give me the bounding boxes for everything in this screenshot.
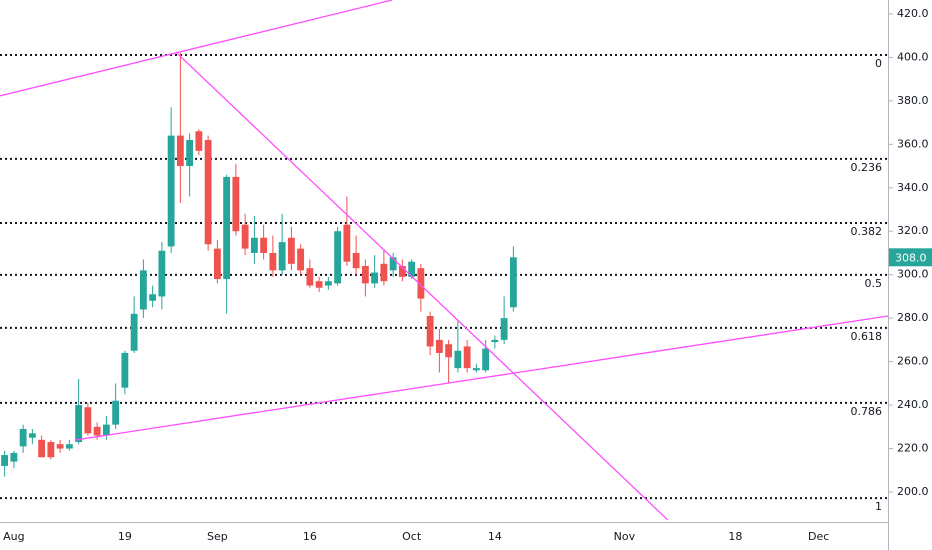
candle-body (371, 272, 379, 284)
y-tick-label: 260.0 (897, 355, 929, 368)
candle-body (84, 407, 92, 434)
y-tick-label: 340.0 (897, 181, 929, 194)
y-tick-label: 400.0 (897, 50, 929, 63)
candle-body (102, 424, 110, 436)
candle-body (463, 346, 471, 369)
y-tick-label: 360.0 (897, 137, 929, 150)
y-tick-label: 240.0 (897, 398, 929, 411)
candle-body (167, 135, 175, 247)
candle-body (121, 352, 129, 388)
candle-body (260, 237, 268, 253)
candle-body (306, 268, 314, 286)
candle-body (509, 257, 517, 308)
candle-body (112, 400, 120, 425)
candle-body (426, 315, 434, 347)
x-tick-label: Oct (402, 530, 422, 543)
candle-body (75, 405, 83, 443)
fib-label: 1 (875, 500, 882, 513)
candle-body (500, 318, 508, 340)
candle-body (361, 265, 369, 284)
candle-body (149, 294, 157, 301)
x-tick-label: 18 (728, 530, 742, 543)
candle-body (186, 139, 194, 167)
fib-label: 0.5 (865, 277, 883, 290)
candle-body (297, 248, 305, 271)
candle-body (417, 268, 425, 299)
candle-body (56, 444, 64, 449)
candle-body (139, 270, 147, 310)
x-tick-label: 19 (118, 530, 132, 543)
candle-body (287, 237, 295, 264)
trendline (74, 315, 888, 441)
fib-label: 0 (875, 57, 882, 70)
last-price-box (889, 248, 932, 267)
candle-body (213, 248, 221, 280)
candle-body (398, 265, 406, 277)
candle-body (491, 339, 499, 343)
candle-body (38, 439, 46, 458)
candle-body (47, 442, 55, 458)
candle-body (195, 131, 203, 151)
candle-body (19, 428, 27, 447)
candle-body (176, 135, 184, 167)
x-tick-label: Dec (808, 530, 829, 543)
trendline (175, 51, 669, 521)
y-tick-label: 280.0 (897, 311, 929, 324)
candle-body (352, 252, 360, 269)
y-tick-label: 200.0 (897, 485, 929, 498)
candle-body (93, 426, 101, 436)
y-tick-label: 380.0 (897, 94, 929, 107)
x-tick-label: Aug (3, 530, 24, 543)
y-tick-label: 320.0 (897, 224, 929, 237)
x-tick-label: Nov (614, 530, 636, 543)
candle-body (343, 224, 351, 262)
candle-body (10, 452, 18, 462)
last-price-label: 308.0 (895, 251, 927, 264)
candle-body (472, 368, 480, 371)
candle-body (454, 350, 462, 369)
y-tick-label: 220.0 (897, 442, 929, 455)
candle-body (482, 348, 490, 371)
candle-body (232, 176, 240, 232)
x-tick-label: 16 (303, 530, 317, 543)
x-tick-label: 14 (488, 530, 502, 543)
y-tick-label: 300.0 (897, 268, 929, 281)
trendline (0, 0, 393, 97)
candle-body (250, 237, 258, 253)
fib-label: 0.236 (851, 161, 883, 174)
candle-body (278, 242, 286, 271)
y-tick-label: 420.0 (897, 7, 929, 20)
candle-body (315, 281, 323, 288)
x-tick-label: Sep (207, 530, 228, 543)
candle-body (380, 263, 388, 282)
plot-area (0, 0, 888, 521)
candle-body (435, 339, 443, 353)
candle-body (223, 176, 231, 280)
candle-body (324, 281, 332, 286)
candle-body (334, 231, 342, 284)
fib-label: 0.786 (851, 405, 883, 418)
candle-body (65, 444, 73, 449)
candle-body (269, 252, 277, 271)
fib-label: 0.382 (851, 225, 883, 238)
candle-body (130, 313, 138, 351)
candle-body (389, 257, 397, 271)
candle-body (241, 224, 249, 249)
candle-body (445, 344, 453, 358)
candle-body (204, 139, 212, 245)
fib-label: 0.618 (851, 330, 883, 343)
candle-body (408, 261, 416, 277)
candle-body (158, 250, 166, 297)
candle-body (1, 455, 9, 466)
candle-body (28, 433, 36, 438)
